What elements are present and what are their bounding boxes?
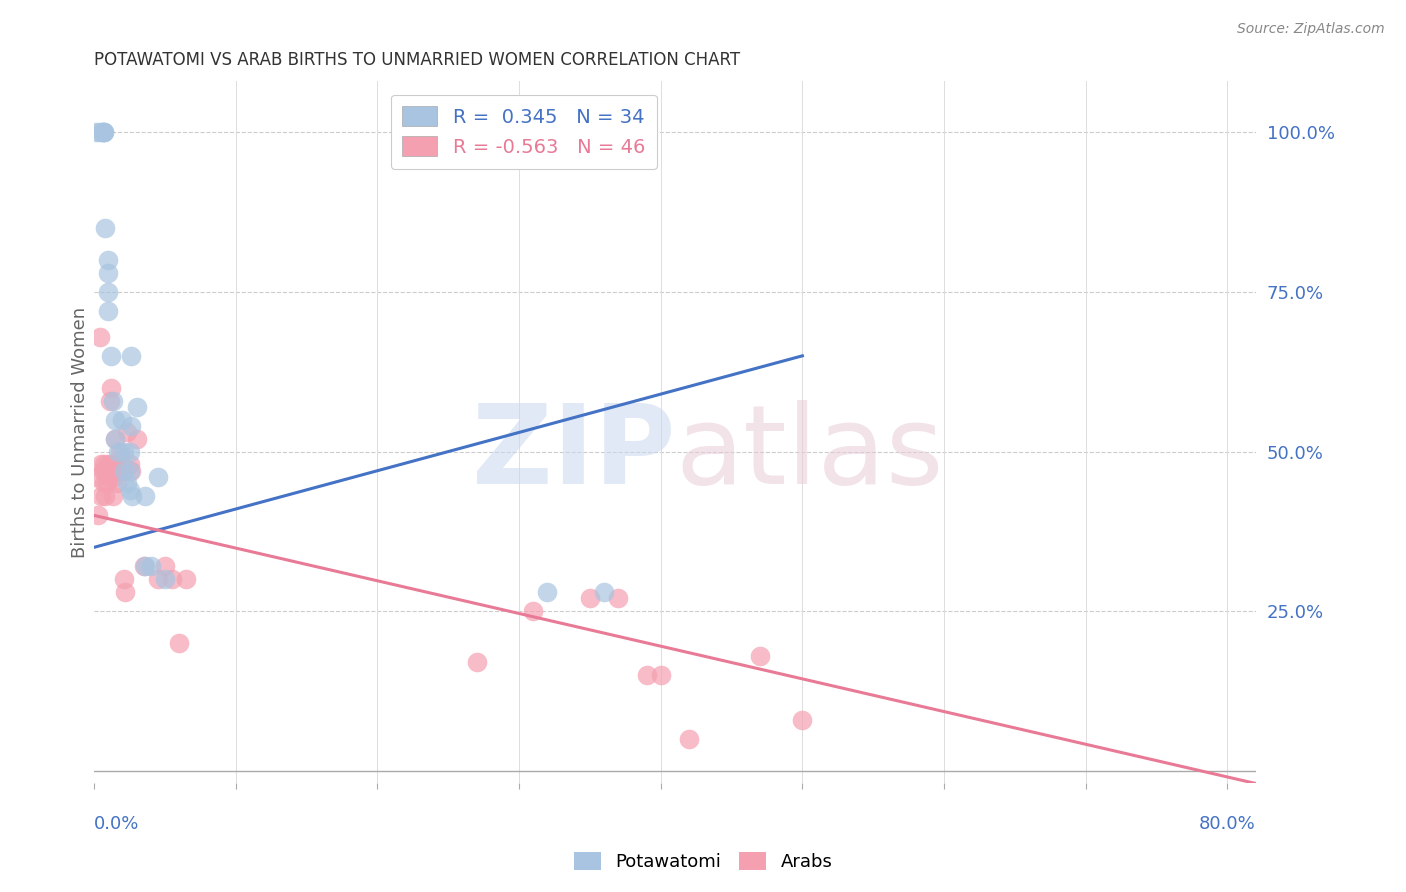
- Point: [98, 393, 121, 408]
- Point: [93, 476, 115, 491]
- Point: [103, 470, 125, 484]
- Point: [104, 432, 127, 446]
- Point: [536, 585, 558, 599]
- Point: [91, 464, 114, 478]
- Point: [84, 470, 107, 484]
- Point: [174, 572, 197, 586]
- Point: [112, 464, 135, 478]
- Point: [93, 125, 115, 139]
- Point: [93, 125, 115, 139]
- Point: [107, 464, 129, 478]
- Point: [112, 444, 135, 458]
- Point: [91, 125, 114, 139]
- Point: [93, 458, 115, 472]
- Point: [105, 476, 128, 491]
- Point: [139, 559, 162, 574]
- Point: [104, 412, 127, 426]
- Legend: R =  0.345   N = 34, R = -0.563   N = 46: R = 0.345 N = 34, R = -0.563 N = 46: [391, 95, 657, 169]
- Y-axis label: Births to Unmarried Women: Births to Unmarried Women: [72, 307, 89, 558]
- Point: [97, 253, 120, 268]
- Point: [125, 400, 148, 414]
- Point: [107, 444, 129, 458]
- Point: [118, 464, 141, 478]
- Point: [91, 125, 114, 139]
- Point: [97, 304, 120, 318]
- Point: [90, 489, 112, 503]
- Point: [522, 604, 544, 618]
- Point: [134, 559, 156, 574]
- Point: [120, 349, 142, 363]
- Point: [650, 668, 672, 682]
- Text: atlas: atlas: [675, 400, 943, 507]
- Point: [636, 668, 658, 682]
- Point: [579, 591, 602, 606]
- Point: [101, 393, 124, 408]
- Point: [120, 419, 142, 434]
- Text: 80.0%: 80.0%: [1199, 815, 1256, 833]
- Point: [153, 559, 176, 574]
- Text: POTAWATOMI VS ARAB BIRTHS TO UNMARRIED WOMEN CORRELATION CHART: POTAWATOMI VS ARAB BIRTHS TO UNMARRIED W…: [94, 51, 740, 69]
- Point: [167, 636, 190, 650]
- Point: [89, 125, 111, 139]
- Point: [792, 713, 814, 727]
- Point: [678, 731, 700, 746]
- Point: [97, 458, 120, 472]
- Point: [84, 125, 107, 139]
- Point: [132, 559, 155, 574]
- Point: [160, 572, 183, 586]
- Point: [100, 458, 122, 472]
- Text: ZIP: ZIP: [471, 400, 675, 507]
- Point: [101, 489, 124, 503]
- Point: [146, 470, 169, 484]
- Point: [134, 489, 156, 503]
- Point: [118, 444, 141, 458]
- Point: [110, 458, 132, 472]
- Point: [121, 489, 143, 503]
- Point: [118, 483, 141, 497]
- Point: [97, 285, 120, 299]
- Point: [465, 655, 488, 669]
- Point: [94, 489, 117, 503]
- Point: [114, 585, 136, 599]
- Point: [87, 508, 110, 523]
- Point: [100, 349, 122, 363]
- Point: [97, 470, 120, 484]
- Point: [100, 381, 122, 395]
- Point: [111, 412, 134, 426]
- Legend: Potawatomi, Arabs: Potawatomi, Arabs: [567, 845, 839, 879]
- Point: [96, 476, 118, 491]
- Point: [115, 425, 138, 440]
- Point: [101, 464, 124, 478]
- Point: [111, 464, 134, 478]
- Point: [94, 221, 117, 235]
- Point: [607, 591, 630, 606]
- Point: [112, 572, 135, 586]
- Point: [146, 572, 169, 586]
- Point: [108, 444, 131, 458]
- Point: [153, 572, 176, 586]
- Point: [125, 432, 148, 446]
- Point: [104, 432, 127, 446]
- Point: [120, 464, 142, 478]
- Point: [90, 458, 112, 472]
- Point: [115, 476, 138, 491]
- Text: Source: ZipAtlas.com: Source: ZipAtlas.com: [1237, 22, 1385, 37]
- Point: [748, 648, 770, 663]
- Point: [89, 329, 111, 343]
- Point: [593, 585, 616, 599]
- Point: [97, 266, 120, 280]
- Text: 0.0%: 0.0%: [94, 815, 139, 833]
- Point: [94, 464, 117, 478]
- Point: [118, 458, 141, 472]
